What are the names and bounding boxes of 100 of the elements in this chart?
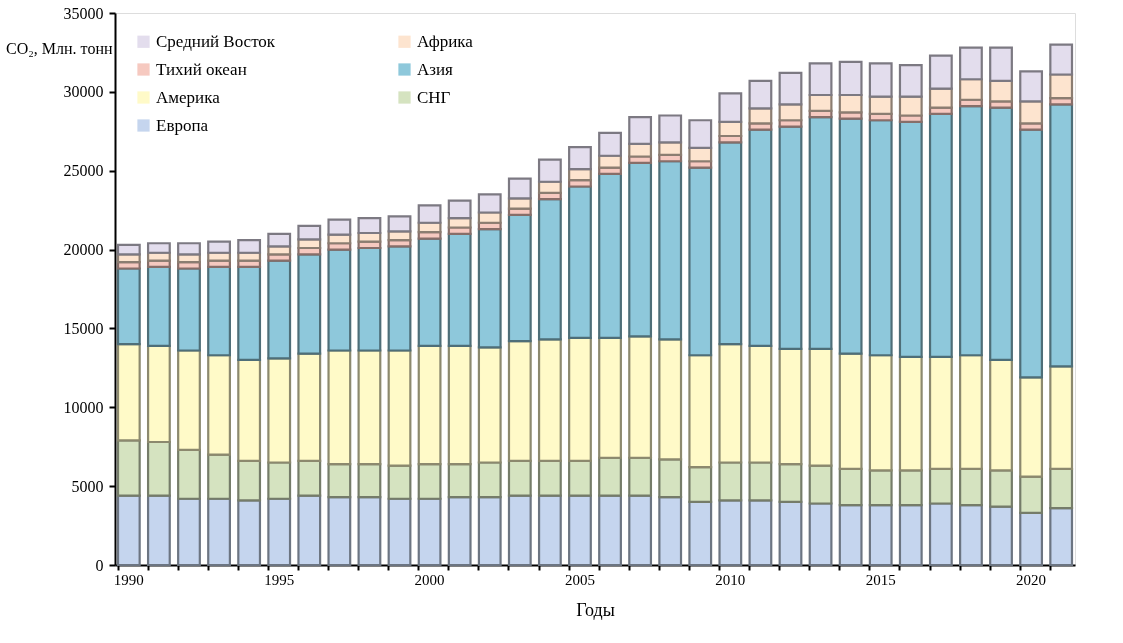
bar [507, 459, 532, 497]
bar [868, 469, 893, 507]
bar [537, 459, 562, 497]
bar [146, 494, 171, 567]
bar [507, 213, 532, 343]
bar [778, 125, 803, 351]
bar [477, 346, 502, 464]
bar [748, 499, 773, 567]
bar [297, 253, 322, 355]
bar [778, 500, 803, 567]
bar [598, 494, 622, 567]
bar [116, 494, 141, 567]
bar [688, 354, 713, 469]
bar [898, 95, 923, 117]
bar [207, 453, 231, 500]
bar [868, 119, 893, 357]
bar [868, 62, 893, 98]
bar [928, 502, 953, 567]
bar [959, 78, 983, 101]
y-tick-label: 35000 [63, 4, 104, 22]
bar [688, 166, 713, 357]
bar [387, 245, 412, 352]
bar [718, 461, 743, 502]
bar [1049, 507, 1074, 567]
bar [267, 232, 292, 248]
bar [357, 462, 382, 499]
bar [959, 503, 983, 567]
bar [477, 496, 502, 567]
bar [447, 232, 472, 347]
bar [808, 502, 833, 567]
bar [568, 494, 592, 567]
bar [146, 344, 171, 444]
bar [417, 497, 442, 567]
bar [207, 354, 231, 456]
legend-label: Америка [156, 87, 221, 107]
bar [568, 185, 592, 339]
bar [989, 358, 1013, 472]
bar [959, 467, 983, 507]
bar [568, 459, 592, 497]
y-tick-label: 0 [95, 556, 104, 574]
bar [267, 259, 292, 360]
bar [1019, 511, 1044, 567]
bar [207, 265, 231, 357]
bar [177, 349, 201, 451]
bar [628, 115, 653, 145]
legend-label: Африка [417, 31, 474, 51]
bar [387, 464, 412, 500]
bar [688, 500, 713, 567]
bar [537, 198, 562, 341]
y-tick-label: 25000 [63, 162, 104, 180]
bar [417, 204, 442, 224]
bar [267, 461, 292, 500]
legend-label: СНГ [417, 87, 451, 107]
bar [808, 115, 833, 351]
bar [568, 145, 592, 171]
bar [868, 354, 893, 472]
bar [207, 497, 231, 567]
bar [898, 120, 923, 358]
bar [267, 497, 292, 567]
bar [778, 462, 803, 504]
bar [838, 503, 863, 567]
bar [598, 131, 622, 157]
bar [658, 458, 683, 499]
bar [718, 499, 743, 567]
bar [357, 496, 382, 567]
bar [1019, 70, 1044, 103]
y-tick-label: 5000 [71, 477, 104, 495]
bar [146, 242, 171, 254]
x-axis-title: Годы [576, 599, 615, 620]
bar [688, 466, 713, 504]
bar [237, 499, 262, 567]
x-tick-label: 2015 [865, 571, 896, 588]
bar [989, 505, 1013, 567]
bar [718, 141, 743, 346]
bar [1019, 475, 1044, 515]
bar [928, 112, 953, 358]
bar [718, 92, 743, 123]
legend-label: Средний Восток [156, 31, 276, 51]
bar [297, 494, 322, 567]
bar [447, 496, 472, 567]
bar [838, 117, 863, 355]
bar [658, 496, 683, 567]
y-tick-label: 10000 [63, 398, 104, 416]
bar [928, 54, 953, 90]
bar [628, 161, 653, 338]
x-tick-label: 1990 [113, 571, 144, 588]
bar [387, 497, 412, 567]
bar [898, 355, 923, 472]
bar [1019, 100, 1044, 125]
bar [748, 461, 773, 502]
y-tick-label: 20000 [63, 241, 104, 259]
bar [477, 193, 502, 214]
bar [537, 158, 562, 183]
bar [357, 246, 382, 352]
bar [898, 503, 923, 567]
bar [507, 177, 532, 200]
bar [387, 215, 412, 233]
bar [928, 355, 953, 470]
bar [327, 349, 352, 466]
x-tick-label: 2010 [715, 571, 746, 588]
